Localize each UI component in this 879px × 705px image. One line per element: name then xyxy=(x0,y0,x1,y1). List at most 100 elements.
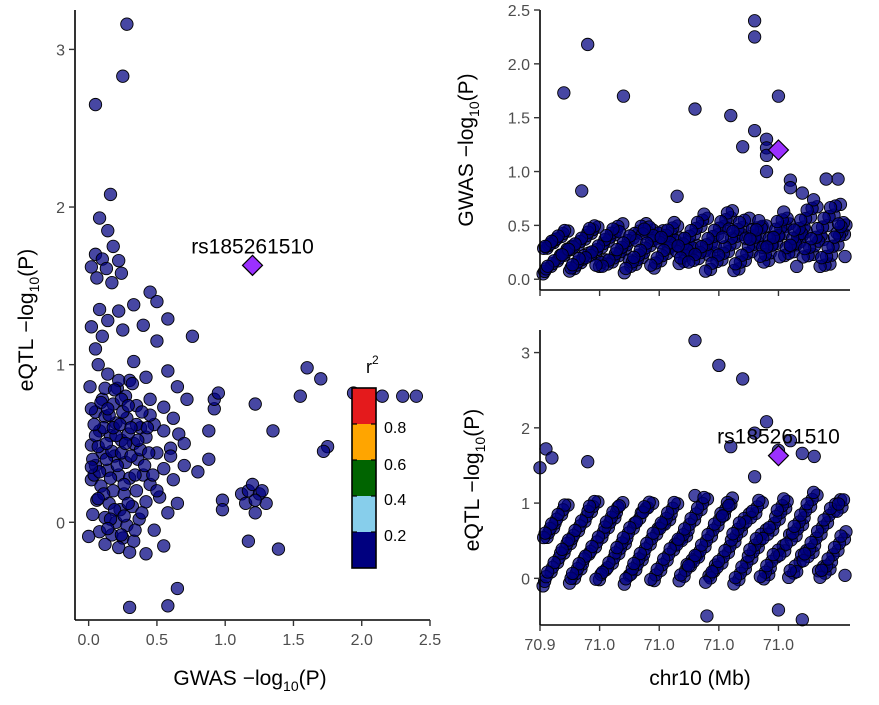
data-point xyxy=(561,533,576,547)
data-point xyxy=(831,172,845,186)
data-point xyxy=(657,552,671,566)
data-point xyxy=(582,221,597,236)
data-point xyxy=(807,449,821,464)
data-point xyxy=(819,172,833,186)
data-point xyxy=(616,89,631,103)
data-point xyxy=(800,203,814,217)
data-point xyxy=(589,572,603,586)
x-tick-label: 71.0 xyxy=(644,637,675,654)
data-point xyxy=(293,389,307,403)
data-point xyxy=(545,451,559,465)
data-point xyxy=(103,471,118,485)
data-point xyxy=(724,439,738,454)
data-point xyxy=(163,449,178,463)
data-point xyxy=(101,402,115,416)
data-point xyxy=(749,532,764,546)
data-point xyxy=(684,511,698,526)
data-point xyxy=(736,140,750,154)
data-point xyxy=(619,261,633,276)
data-point xyxy=(129,484,144,498)
data-point xyxy=(116,69,130,83)
data-point xyxy=(827,540,842,555)
r2-legend: r2 0.8 0.6 0.4 0.2 xyxy=(351,353,406,569)
data-point xyxy=(139,370,153,384)
data-point xyxy=(170,496,185,511)
data-point xyxy=(128,468,142,482)
data-point xyxy=(743,542,757,557)
data-point xyxy=(91,491,105,506)
data-point xyxy=(747,14,762,28)
data-point xyxy=(783,433,798,448)
data-point xyxy=(644,258,658,272)
data-point xyxy=(619,572,633,586)
x-tick-label: 1.5 xyxy=(282,632,304,649)
data-point xyxy=(694,538,709,552)
data-point xyxy=(83,380,97,394)
data-point xyxy=(794,508,808,522)
data-point xyxy=(105,276,119,290)
x-tick-label: 1.0 xyxy=(214,632,236,649)
data-point xyxy=(84,320,99,334)
data-point xyxy=(107,383,122,397)
legend-label: 0.2 xyxy=(384,528,406,545)
data-point xyxy=(117,477,131,492)
x-tick-label: 71.0 xyxy=(703,637,734,654)
eqtl-lead-snp xyxy=(767,444,790,467)
data-point xyxy=(122,600,137,615)
x-tick-label: 70.9 xyxy=(524,637,555,654)
data-point xyxy=(795,613,809,627)
data-point xyxy=(86,507,100,522)
data-point xyxy=(715,509,730,523)
data-point xyxy=(747,30,762,44)
data-point xyxy=(555,542,569,556)
gwas-axes: 0.0 0.5 1.0 1.5 2.0 2.5 xyxy=(508,3,850,296)
data-point xyxy=(92,211,107,225)
legend-title: r2 xyxy=(366,353,379,377)
data-point xyxy=(135,405,149,419)
data-point xyxy=(114,528,129,542)
data-point xyxy=(795,186,809,200)
data-point xyxy=(823,200,838,215)
data-point xyxy=(161,599,175,613)
data-point xyxy=(316,444,331,458)
data-point xyxy=(215,503,230,517)
legend-border xyxy=(351,387,377,569)
data-point xyxy=(101,521,115,536)
eqtl-points xyxy=(533,333,853,627)
data-point xyxy=(101,367,115,381)
data-point xyxy=(124,449,138,463)
data-point xyxy=(766,547,780,562)
eqtl-x-title: chr10 (Mb) xyxy=(649,667,751,690)
data-point xyxy=(821,240,835,255)
data-point xyxy=(90,271,104,285)
data-point xyxy=(248,506,262,520)
data-point xyxy=(99,436,114,451)
data-point xyxy=(690,501,705,515)
data-point xyxy=(98,537,112,551)
data-point xyxy=(541,565,555,579)
data-point xyxy=(670,189,684,203)
data-point xyxy=(759,148,774,163)
eqtl-y-title: eQTL−log10(P) xyxy=(461,409,488,551)
legend-swatch xyxy=(352,424,376,460)
legend-swatch xyxy=(352,496,376,532)
data-point xyxy=(300,361,314,375)
data-point xyxy=(101,313,115,328)
data-point xyxy=(707,517,722,531)
data-point xyxy=(538,526,552,540)
data-point xyxy=(753,249,768,263)
data-point xyxy=(581,455,595,469)
data-point xyxy=(623,520,637,535)
data-point xyxy=(728,257,743,271)
data-point xyxy=(557,498,572,512)
y-tick-label: 2 xyxy=(521,421,530,438)
data-point xyxy=(745,504,760,518)
data-point xyxy=(266,424,280,438)
y-tick-label: 0 xyxy=(56,515,65,532)
data-point xyxy=(245,477,260,492)
legend-label: 0.8 xyxy=(384,420,406,437)
data-point xyxy=(752,493,766,508)
y-tick-label: 3 xyxy=(56,42,65,59)
data-point xyxy=(101,224,115,238)
